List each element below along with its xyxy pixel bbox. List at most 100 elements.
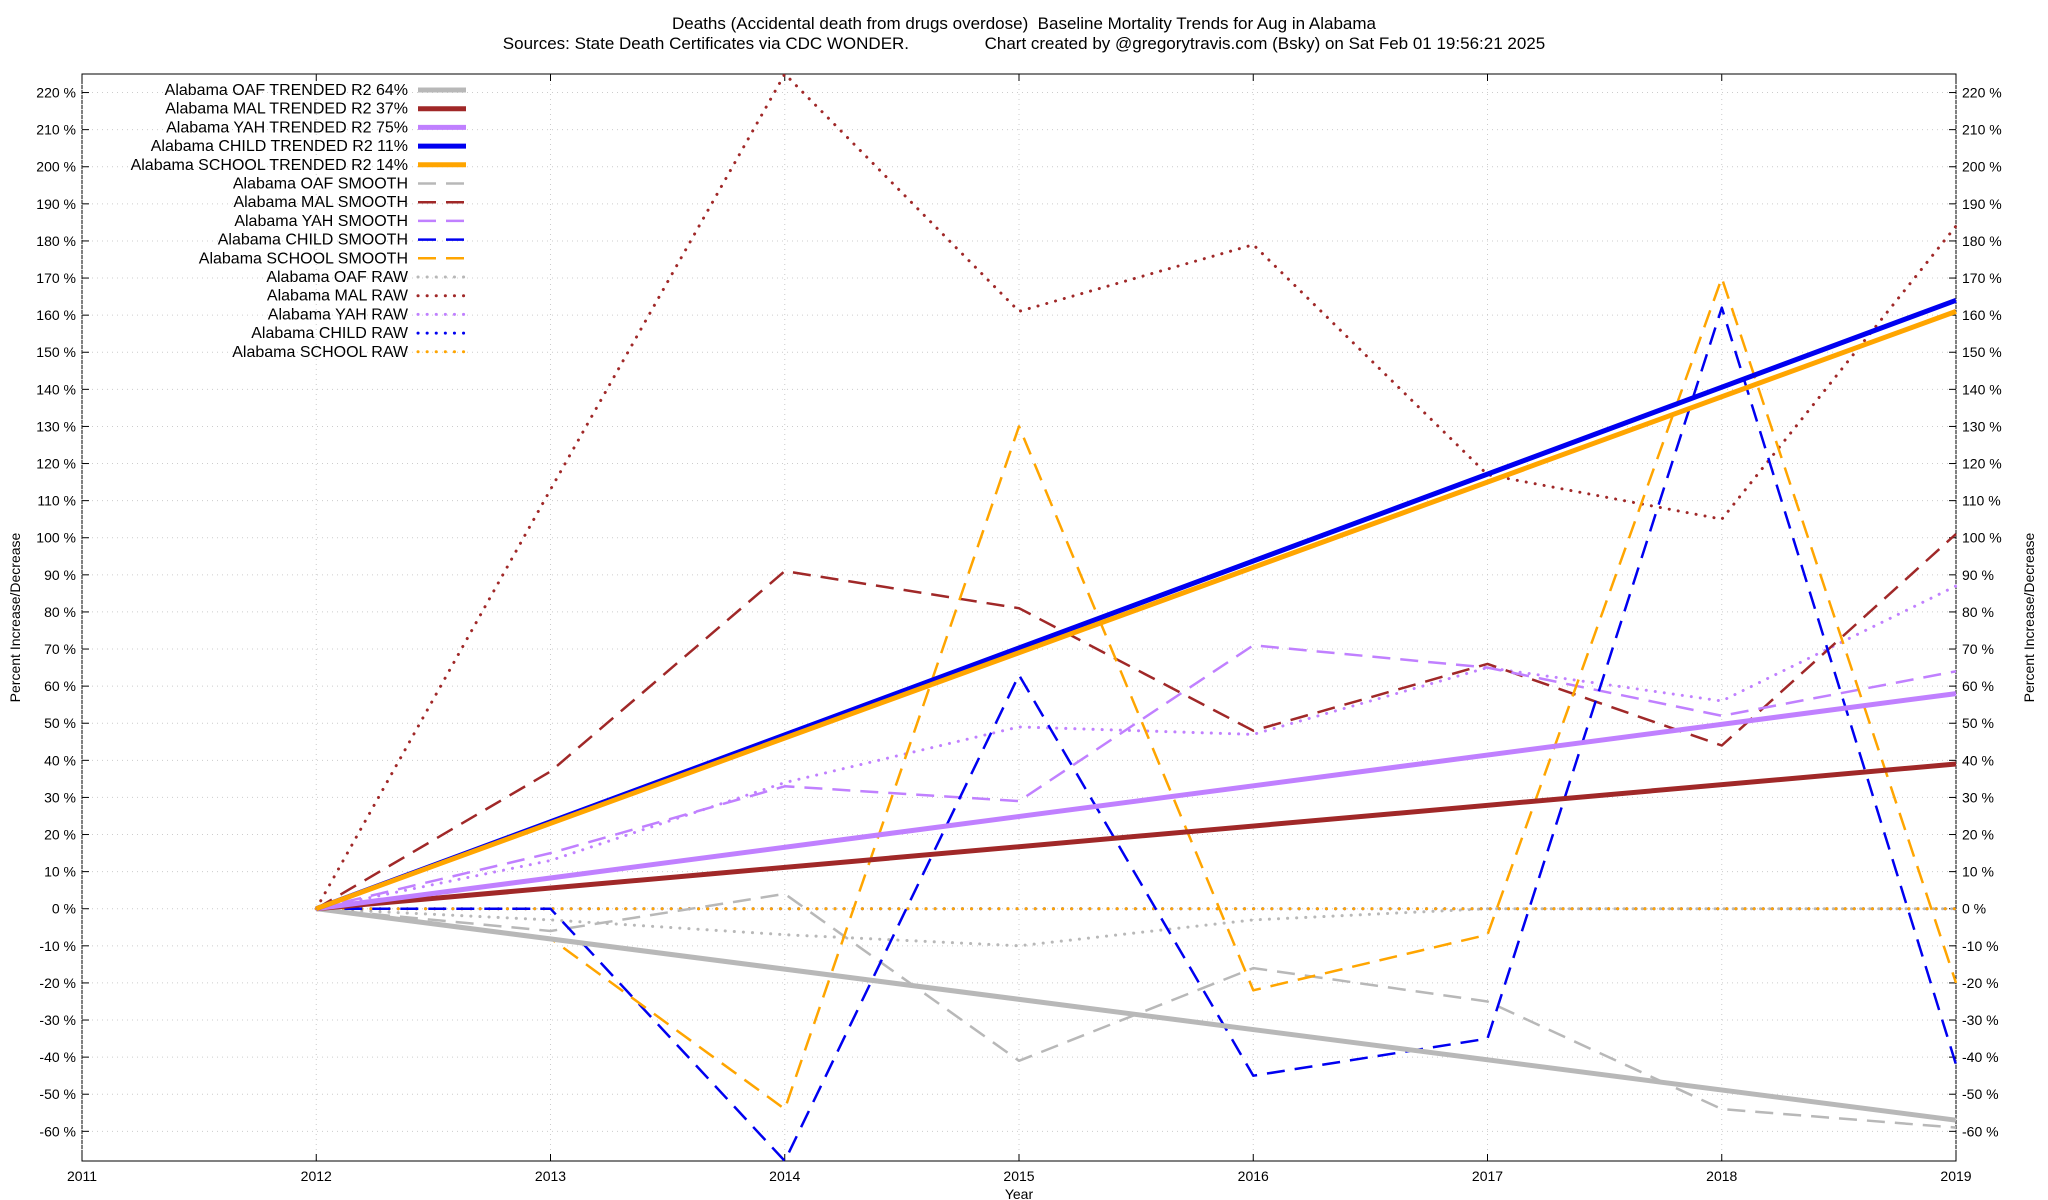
legend-label: Alabama MAL SMOOTH	[233, 194, 408, 211]
series-line-oaf-trended	[315, 906, 1957, 1123]
legend-label: Alabama OAF RAW	[266, 269, 409, 286]
y-tick-label-left: 80 %	[44, 604, 76, 620]
y-tick-label-left: -20 %	[39, 975, 76, 991]
series-line-yah-trended	[315, 691, 1957, 912]
series-group	[314, 72, 1958, 1163]
y-tick-label-left: 60 %	[44, 678, 76, 694]
y-tick-label-left: -30 %	[39, 1012, 76, 1028]
y-tick-label-left: 40 %	[44, 752, 76, 768]
legend-label: Alabama CHILD SMOOTH	[218, 232, 408, 249]
legend-label: Alabama YAH RAW	[268, 306, 409, 323]
y-tick-label-right: 170 %	[1962, 270, 2002, 286]
y-tick-label-left: 20 %	[44, 827, 76, 843]
y-tick-label-right: 80 %	[1962, 604, 1994, 620]
x-tick-label: 2018	[1706, 1168, 1737, 1184]
series-line-mal-trended	[316, 761, 1957, 912]
legend-label: Alabama OAF TRENDED R2 64%	[165, 82, 408, 99]
y-tick-label-right: 200 %	[1962, 159, 2002, 175]
legend-label: Alabama MAL RAW	[267, 288, 409, 305]
axis-ticks: 2011 2012 2013 2014 2015 2016 2017 2018 2019 -60 …	[36, 74, 2002, 1184]
x-tick-label: 2014	[769, 1168, 800, 1184]
y-tick-label-right: 90 %	[1962, 567, 1994, 583]
y-tick-label-right: -20 %	[1962, 975, 1999, 991]
series-line-yah-raw	[314, 584, 1958, 911]
y-tick-label-left: 150 %	[36, 344, 76, 360]
y-tick-label-right: 130 %	[1962, 418, 2002, 434]
y-tick-label-left: 200 %	[36, 159, 76, 175]
y-tick-label-right: 180 %	[1962, 233, 2002, 249]
y-tick-label-left: 110 %	[37, 493, 76, 509]
legend-label: Alabama CHILD TRENDED R2 11%	[151, 138, 408, 155]
legend-label: Alabama YAH SMOOTH	[234, 213, 408, 230]
y-tick-label-right: 50 %	[1962, 715, 1994, 731]
y-tick-label-right: 210 %	[1962, 122, 2002, 138]
y-tick-label-left: 100 %	[36, 530, 76, 546]
y-tick-label-right: 140 %	[1962, 381, 2002, 397]
y-tick-label-right: -60 %	[1962, 1123, 1999, 1139]
y-tick-label-right: 100 %	[1962, 530, 2002, 546]
y-tick-label-right: 30 %	[1962, 789, 1994, 805]
y-tick-label-right: 20 %	[1962, 827, 1994, 843]
y-tick-label-right: 10 %	[1962, 864, 1994, 880]
series-line-child-smooth	[316, 306, 1958, 1163]
series-line-oaf-raw	[314, 907, 1958, 948]
y-tick-label-right: 160 %	[1962, 307, 2002, 323]
x-tick-label: 2016	[1238, 1168, 1269, 1184]
y-tick-label-right: 120 %	[1962, 456, 2002, 472]
legend-label: Alabama CHILD RAW	[251, 325, 409, 342]
legend-label: Alabama YAH TRENDED R2 75%	[166, 119, 408, 136]
y-tick-label-right: -10 %	[1962, 938, 1999, 954]
x-tick-label: 2011	[67, 1168, 97, 1184]
y-tick-label-left: 50 %	[44, 715, 76, 731]
x-tick-label: 2015	[1003, 1168, 1034, 1184]
y-tick-label-left: 0 %	[52, 901, 76, 917]
y-tick-label-right: 190 %	[1962, 196, 2002, 212]
y-tick-label-left: -40 %	[39, 1049, 76, 1065]
y-tick-label-left: 30 %	[44, 789, 76, 805]
y-tick-label-left: -60 %	[39, 1123, 76, 1139]
chart-subtitle: Sources: State Death Certificates via CD…	[502, 34, 1546, 53]
y-tick-label-left: 10 %	[44, 864, 76, 880]
y-tick-label-right: -40 %	[1962, 1049, 1999, 1065]
legend-label: Alabama OAF SMOOTH	[233, 176, 408, 193]
y-tick-label-right: -50 %	[1962, 1086, 1999, 1102]
y-axis-label-left: Percent Increase/Decrease	[7, 532, 23, 702]
y-tick-label-right: 110 %	[1962, 493, 2001, 509]
y-tick-label-right: 0 %	[1962, 901, 1986, 917]
series-line-oaf-smooth	[316, 892, 1957, 1129]
series-line-school-trended	[315, 309, 1957, 912]
series-line-mal-smooth	[315, 533, 1957, 910]
chart-title: Deaths (Accidental death from drugs over…	[672, 14, 1376, 33]
x-axis-label: Year	[1005, 1186, 1034, 1200]
series-line-school-smooth	[316, 276, 1958, 1111]
y-tick-label-right: -30 %	[1962, 1012, 1999, 1028]
y-tick-label-left: 210 %	[36, 122, 76, 138]
x-tick-label: 2013	[535, 1168, 566, 1184]
legend-label: Alabama SCHOOL TRENDED R2 14%	[131, 157, 408, 174]
x-tick-label: 2012	[301, 1168, 332, 1184]
series-line-yah-smooth	[316, 644, 1957, 910]
y-axis-label-right: Percent Increase/Decrease	[2021, 532, 2037, 702]
y-tick-label-left: 180 %	[36, 233, 76, 249]
x-tick-label: 2017	[1472, 1168, 1503, 1184]
y-tick-label-right: 70 %	[1962, 641, 1994, 657]
y-tick-label-left: 220 %	[36, 85, 76, 101]
legend-label: Alabama SCHOOL SMOOTH	[199, 250, 408, 267]
legend-label: Alabama SCHOOL RAW	[232, 344, 409, 361]
y-tick-label-left: 130 %	[36, 418, 76, 434]
y-tick-label-left: 190 %	[36, 196, 76, 212]
y-tick-label-left: 160 %	[36, 307, 76, 323]
y-tick-label-right: 40 %	[1962, 752, 1994, 768]
y-tick-label-right: 220 %	[1962, 85, 2002, 101]
y-tick-label-right: 150 %	[1962, 344, 2002, 360]
x-tick-label: 2019	[1940, 1168, 1971, 1184]
y-tick-label-left: -10 %	[39, 938, 76, 954]
legend: Alabama OAF TRENDED R2 64% Alabama MAL TR…	[131, 82, 468, 361]
legend-label: Alabama MAL TRENDED R2 37%	[165, 101, 408, 118]
y-tick-label-left: 140 %	[36, 381, 76, 397]
y-tick-label-left: 70 %	[44, 641, 76, 657]
y-tick-label-left: 170 %	[36, 270, 76, 286]
y-tick-label-left: 90 %	[44, 567, 76, 583]
y-tick-label-left: -50 %	[39, 1086, 76, 1102]
